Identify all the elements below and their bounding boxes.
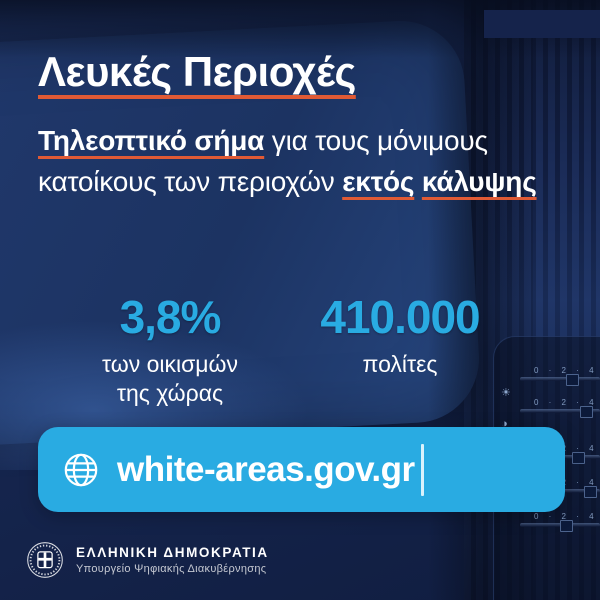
footer-ministry-name: Υπουργείο Ψηφιακής Διακυβέρνησης xyxy=(76,563,267,575)
slider-track xyxy=(520,520,600,532)
contrast-icon: ◑ xyxy=(501,418,508,430)
subtitle-space xyxy=(414,166,422,197)
subtitle-highlight-coverage: κάλυψης xyxy=(421,166,537,198)
stat-citizens-label: πολίτες xyxy=(300,350,500,379)
subtitle: Τηλεοπτικό σήμα για τους μόνιμους κατοίκ… xyxy=(38,120,553,202)
slider-track: ◑ xyxy=(501,406,600,430)
stat-citizens-label-line1: πολίτες xyxy=(362,351,438,377)
slider-track: ☀ xyxy=(501,374,600,399)
slider-knob xyxy=(580,406,593,418)
subtitle-highlight-tv-signal: Τηλεοπτικό σήμα xyxy=(38,125,265,156)
statistics-row: 3,8% των οικισμών της χώρας 410.000 πολί… xyxy=(0,290,600,408)
slider-tick-labels: 0 · 2 · 4 · xyxy=(534,366,600,375)
slider-knob xyxy=(566,374,579,386)
slider-knob xyxy=(560,520,573,532)
footer: ΕΛΛΗΝΙΚΗ ΔΗΜΟΚΡΑΤΙΑ Υπουργείο Ψηφιακής Δ… xyxy=(26,541,269,579)
tv-slider-control: 0 · 2 · 4 · ☀ xyxy=(501,366,600,399)
tv-slider-control: 0 · 2 · 4 · xyxy=(520,512,600,532)
slider-tick-labels: 0 · 2 · 4 · xyxy=(534,398,600,407)
slider-knob xyxy=(572,452,585,464)
footer-text-block: ΕΛΛΗΝΙΚΗ ΔΗΜΟΚΡΑΤΙΑ Υπουργείο Ψηφιακής Δ… xyxy=(76,545,269,575)
slider-tick-labels: 0 · 2 · 4 · xyxy=(534,512,600,521)
stat-settlements-label-line1: των οικισμών xyxy=(101,351,239,377)
text-cursor xyxy=(420,443,424,496)
subtitle-regular-text: για τους μόνιμους κατοίκους των περιοχών xyxy=(38,125,488,198)
address-bar[interactable]: white-areas.gov.gr xyxy=(38,427,565,512)
stat-citizens: 410.000 πολίτες xyxy=(300,290,500,379)
tv-vent-slot xyxy=(484,10,600,38)
slider-tick-labels: 0 · 2 · 4 · xyxy=(534,478,600,487)
footer-org-name: ΕΛΛΗΝΙΚΗ ΔΗΜΟΚΡΑΤΙΑ xyxy=(76,545,269,560)
slider-tick-labels: 0 · 2 · 4 · xyxy=(534,444,600,453)
tv-slider-control: 0 · 2 · 4 · ◑ xyxy=(501,398,600,430)
globe-icon xyxy=(64,453,98,486)
stat-settlements: 3,8% των οικισμών της χώρας xyxy=(70,290,270,408)
slider-knob xyxy=(584,486,597,498)
stat-settlements-label-line2: της χώρας xyxy=(116,379,224,406)
stat-settlements-value: 3,8% xyxy=(119,291,222,343)
greek-republic-emblem-icon xyxy=(27,542,63,578)
page-title: Λευκές Περιοχές xyxy=(38,48,356,95)
stat-citizens-value: 410.000 xyxy=(320,291,480,343)
brightness-icon: ☀ xyxy=(501,387,511,399)
stat-settlements-label: των οικισμών της χώρας xyxy=(70,350,270,408)
url-text: white-areas.gov.gr xyxy=(117,449,415,489)
subtitle-highlight-outside: εκτός xyxy=(342,166,415,198)
